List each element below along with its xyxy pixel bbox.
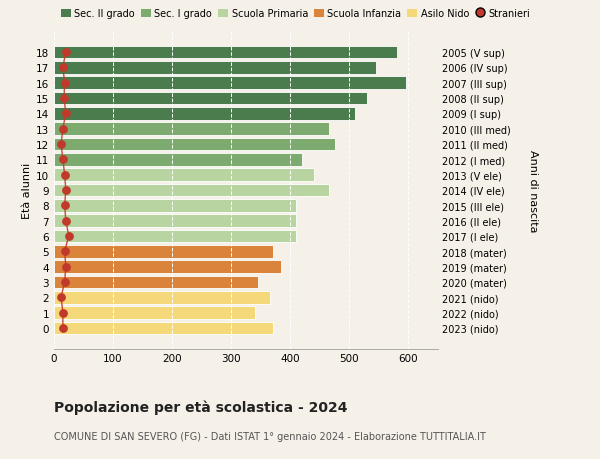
Point — [58, 325, 68, 332]
Bar — [54, 77, 406, 90]
Bar — [54, 230, 296, 243]
Point — [64, 233, 74, 240]
Point — [61, 263, 71, 271]
Text: Popolazione per età scolastica - 2024: Popolazione per età scolastica - 2024 — [54, 399, 347, 414]
Point — [61, 49, 71, 56]
Bar — [54, 154, 302, 166]
Y-axis label: Età alunni: Età alunni — [22, 162, 32, 218]
Point — [58, 156, 68, 163]
Point — [61, 218, 71, 225]
Bar — [54, 46, 397, 59]
Point — [59, 95, 69, 102]
Point — [60, 172, 70, 179]
Bar — [54, 92, 367, 105]
Y-axis label: Anni di nascita: Anni di nascita — [527, 149, 538, 232]
Bar — [54, 169, 314, 181]
Point — [56, 141, 66, 148]
Bar — [54, 291, 269, 304]
Point — [60, 80, 70, 87]
Point — [58, 64, 68, 72]
Bar — [54, 307, 255, 319]
Point — [60, 279, 70, 286]
Bar — [54, 200, 296, 212]
Text: COMUNE DI SAN SEVERO (FG) - Dati ISTAT 1° gennaio 2024 - Elaborazione TUTTITALIA: COMUNE DI SAN SEVERO (FG) - Dati ISTAT 1… — [54, 431, 486, 442]
Point — [56, 294, 66, 301]
Legend: Sec. II grado, Sec. I grado, Scuola Primaria, Scuola Infanzia, Asilo Nido, Stran: Sec. II grado, Sec. I grado, Scuola Prim… — [59, 7, 532, 21]
Bar — [54, 138, 335, 151]
Point — [60, 202, 70, 209]
Point — [61, 110, 71, 118]
Bar — [54, 123, 329, 135]
Bar — [54, 276, 258, 289]
Bar — [54, 62, 376, 74]
Bar — [54, 261, 281, 273]
Bar — [54, 246, 272, 258]
Point — [61, 187, 71, 194]
Bar — [54, 108, 355, 120]
Point — [60, 248, 70, 255]
Bar — [54, 184, 329, 197]
Point — [58, 126, 68, 133]
Point — [58, 309, 68, 317]
Bar — [54, 322, 272, 335]
Bar — [54, 215, 296, 227]
